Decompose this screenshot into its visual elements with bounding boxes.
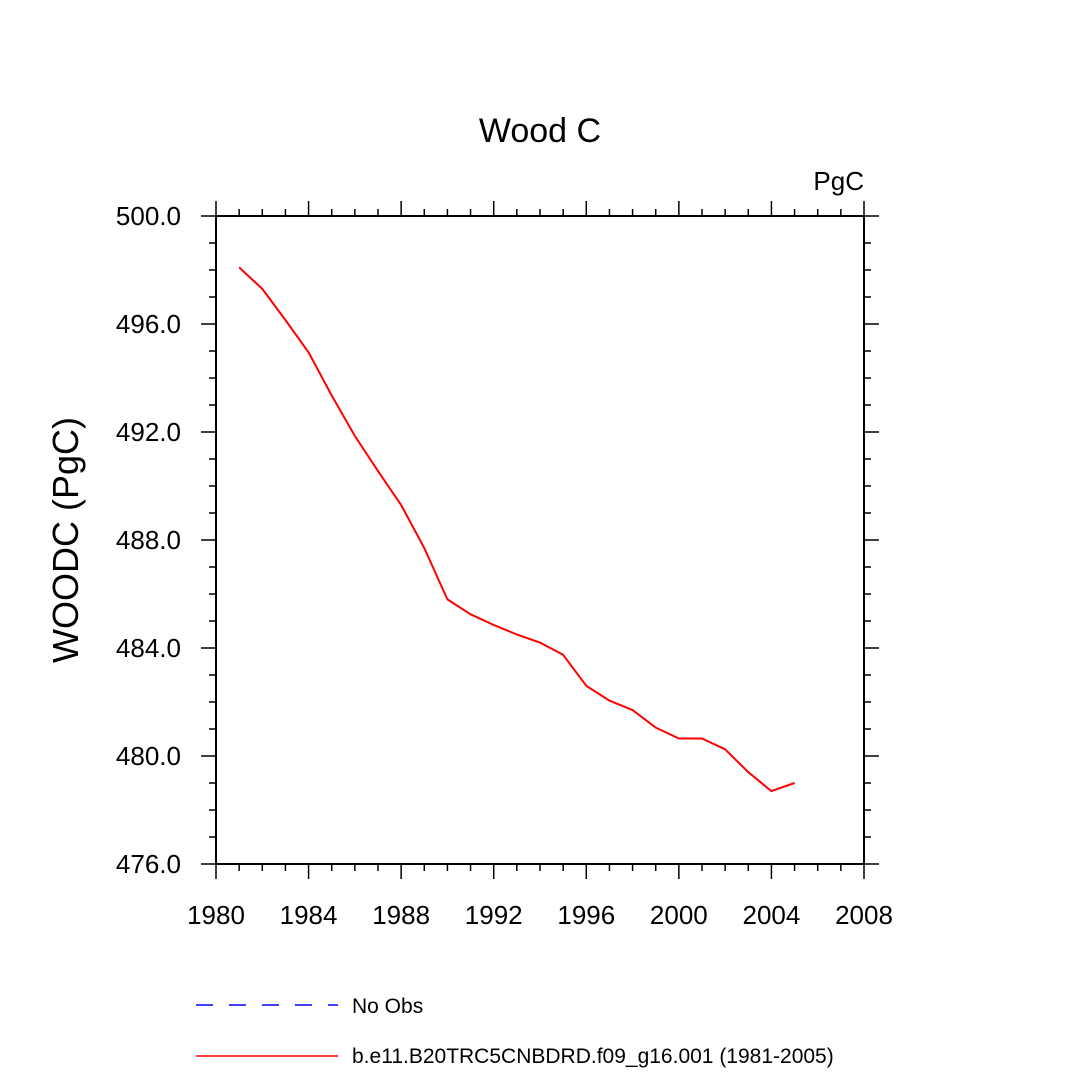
x-tick-label: 2004 bbox=[743, 900, 801, 930]
legend-label-model: b.e11.B20TRC5CNBDRD.f09_g16.001 (1981-20… bbox=[352, 1045, 834, 1068]
series-line-model bbox=[238, 266, 795, 793]
y-axis-label: WOODC (PgC) bbox=[45, 417, 86, 663]
y-tick-label: 492.0 bbox=[116, 417, 181, 447]
y-tick-label: 500.0 bbox=[116, 201, 181, 231]
y-tick-label: 476.0 bbox=[116, 849, 181, 879]
x-tick-label: 2000 bbox=[650, 900, 708, 930]
legend-label-no-obs: No Obs bbox=[352, 995, 423, 1018]
axis-ticks bbox=[201, 201, 879, 879]
plot-frame bbox=[215, 215, 865, 865]
x-tick-label: 1996 bbox=[557, 900, 615, 930]
units-label: PgC bbox=[813, 166, 864, 196]
x-tick-label: 1984 bbox=[280, 900, 338, 930]
series-layer bbox=[238, 266, 795, 793]
x-tick-label: 2008 bbox=[835, 900, 893, 930]
y-tick-label: 484.0 bbox=[116, 633, 181, 663]
axis-tick-labels: 1980 1984 1988 1992 1996 2000 2004 2008 476.0 480… bbox=[116, 201, 893, 930]
x-tick-label: 1992 bbox=[465, 900, 523, 930]
x-tick-label: 1988 bbox=[372, 900, 430, 930]
x-tick-label: 1980 bbox=[187, 900, 245, 930]
y-tick-label: 488.0 bbox=[116, 525, 181, 555]
legend: No Obs b.e11.B20TRC5CNBDRD.f09_g16.001 (… bbox=[196, 995, 834, 1068]
chart-title: Wood C bbox=[479, 112, 601, 150]
y-tick-label: 496.0 bbox=[116, 309, 181, 339]
y-tick-label: 480.0 bbox=[116, 741, 181, 771]
